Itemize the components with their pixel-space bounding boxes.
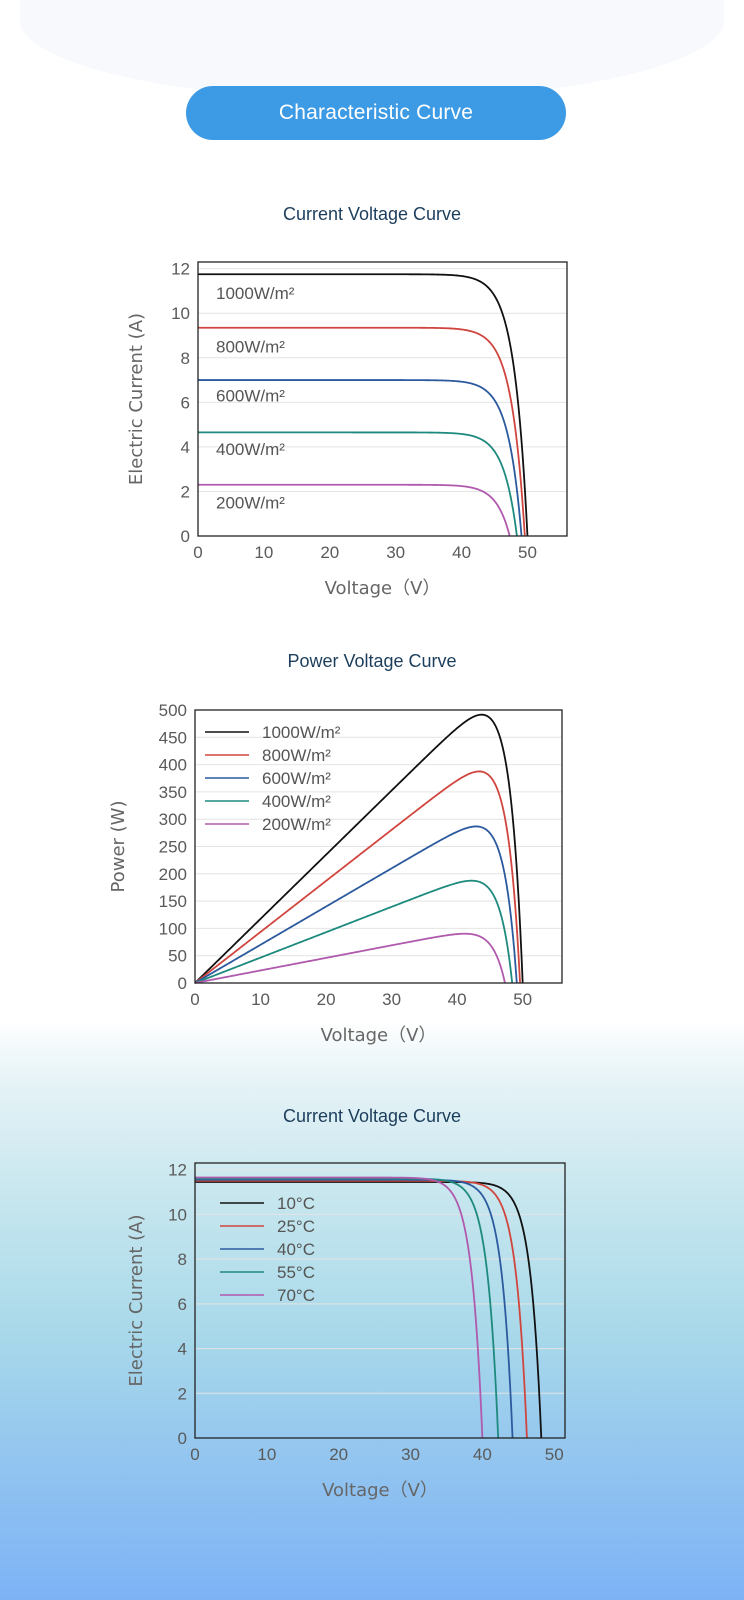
y-tick-label: 350 (159, 783, 187, 802)
x-tick-label: 40 (473, 1445, 492, 1464)
legend-label-4: 200W/m² (262, 815, 331, 834)
y-tick-label: 4 (181, 438, 190, 457)
x-tick-label: 10 (254, 543, 273, 562)
x-tick-label: 0 (190, 1445, 199, 1464)
y-tick-label: 0 (181, 527, 190, 546)
series-label-1: 800W/m² (216, 338, 285, 357)
y-tick-label: 12 (168, 1161, 187, 1180)
characteristic-curve-banner: Characteristic Curve (186, 86, 566, 140)
series-line-4 (194, 932, 506, 984)
legend-label-0: 1000W/m² (262, 723, 341, 742)
x-tick-label: 0 (190, 990, 199, 1009)
legend-label-3: 55°C (277, 1263, 315, 1282)
y-tick-label: 300 (159, 810, 187, 829)
x-tick-label: 30 (386, 543, 405, 562)
y-tick-label: 6 (181, 393, 190, 412)
legend-label-2: 600W/m² (262, 769, 331, 788)
x-axis-label: Voltage（V） (325, 578, 441, 599)
y-tick-label: 150 (159, 892, 187, 911)
series-label-2: 600W/m² (216, 387, 285, 406)
x-tick-label: 10 (257, 1445, 276, 1464)
y-tick-label: 100 (159, 919, 187, 938)
series-line-1 (194, 770, 521, 984)
series-line-0 (195, 1181, 543, 1439)
y-axis-label: Electric Current (A) (126, 1214, 147, 1386)
y-tick-label: 500 (159, 701, 187, 720)
y-tick-label: 8 (181, 349, 190, 368)
y-tick-label: 10 (171, 304, 190, 323)
x-tick-label: 20 (320, 543, 339, 562)
x-tick-label: 50 (513, 990, 532, 1009)
y-axis-label: Power (W) (108, 801, 129, 893)
legend-label-3: 400W/m² (262, 792, 331, 811)
y-tick-label: 450 (159, 728, 187, 747)
series-line-3 (195, 1177, 500, 1439)
x-tick-label: 30 (401, 1445, 420, 1464)
series-label-3: 400W/m² (216, 440, 285, 459)
x-tick-label: 20 (329, 1445, 348, 1464)
pv-curve-irradiance-chart: 0 50 100 150 200 250 300 350 400 450 500 0 10 20 30 40 5… (108, 701, 563, 1046)
legend-label-4: 70°C (277, 1286, 315, 1305)
x-tick-label: 40 (452, 543, 471, 562)
y-axis-label: Electric Current (A) (126, 313, 147, 485)
legend-label-0: 10°C (277, 1194, 315, 1213)
plot-frame (194, 709, 563, 984)
iv-curve-temperature-chart: 0 2 4 6 8 10 12 0 10 20 30 40 50 Voltage（V） Electric C… (126, 1161, 566, 1501)
series-line-0 (198, 273, 529, 537)
legend-label-1: 800W/m² (262, 746, 331, 765)
series-line-2 (194, 825, 518, 984)
series-line-2 (198, 379, 523, 537)
series-line-2 (195, 1178, 514, 1439)
x-tick-label: 10 (251, 990, 270, 1009)
y-tick-label: 6 (178, 1295, 187, 1314)
iv-curve-irradiance-chart: 0 2 4 6 8 10 12 0 10 20 30 40 50 Voltage（V） Electric C… (126, 260, 568, 599)
series-line-3 (194, 879, 514, 984)
series-line-3 (198, 431, 518, 537)
chart-1-title: Current Voltage Curve (282, 204, 462, 224)
plot-frame (197, 261, 568, 537)
y-tick-label: 200 (159, 865, 187, 884)
x-tick-label: 30 (382, 990, 401, 1009)
y-tick-label: 10 (168, 1205, 187, 1224)
y-tick-label: 4 (178, 1340, 187, 1359)
y-tick-label: 8 (178, 1250, 187, 1269)
y-tick-label: 2 (178, 1384, 187, 1403)
x-axis-label: Voltage（V） (321, 1025, 437, 1046)
series-label-0: 1000W/m² (216, 284, 295, 303)
series-line-4 (198, 483, 511, 537)
series-line-4 (195, 1176, 484, 1439)
series-line-1 (198, 326, 526, 537)
series-line-0 (194, 713, 524, 984)
y-tick-label: 250 (159, 838, 187, 857)
y-tick-label: 2 (181, 482, 190, 501)
y-tick-label: 12 (171, 260, 190, 279)
header-background (20, 0, 724, 100)
chart-2-title: Power Voltage Curve (287, 651, 457, 671)
y-tick-label: 50 (168, 947, 187, 966)
x-tick-label: 50 (545, 1445, 564, 1464)
x-tick-label: 20 (317, 990, 336, 1009)
x-tick-label: 50 (518, 543, 537, 562)
x-tick-label: 0 (193, 543, 202, 562)
plot-frame (194, 1162, 566, 1439)
y-tick-label: 0 (178, 974, 187, 993)
series-line-1 (195, 1179, 528, 1439)
y-tick-label: 0 (178, 1429, 187, 1448)
x-axis-label: Voltage（V） (322, 1480, 438, 1501)
series-label-4: 200W/m² (216, 494, 285, 513)
legend-label-1: 25°C (277, 1217, 315, 1236)
x-tick-label: 40 (448, 990, 467, 1009)
y-tick-label: 400 (159, 756, 187, 775)
chart-3-title: Current Voltage Curve (282, 1106, 462, 1126)
legend-label-2: 40°C (277, 1240, 315, 1259)
